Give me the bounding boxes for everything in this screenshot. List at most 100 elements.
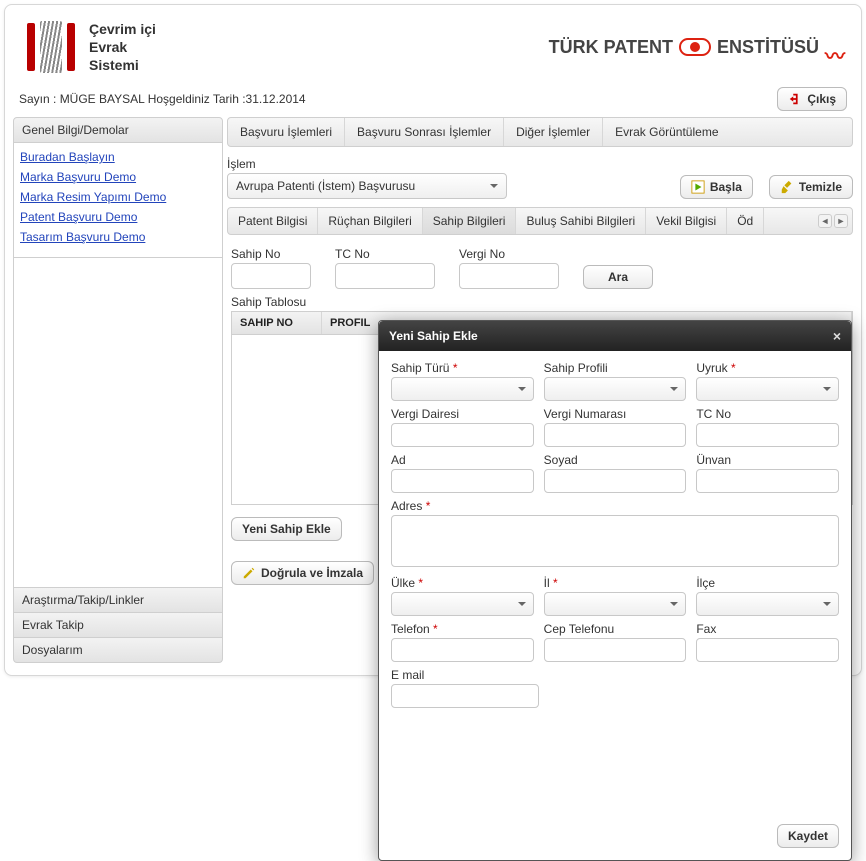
user-bar: Sayın : MÜGE BAYSAL Hoşgeldiniz Tarih :3… <box>13 87 853 117</box>
vergi-no-label: Vergi No <box>459 247 559 261</box>
main-toolbar: Başvuru İşlemleri Başvuru Sonrası İşleml… <box>227 117 853 147</box>
uyruk-select[interactable] <box>696 377 839 401</box>
yeni-sahip-ekle-button[interactable]: Yeni Sahip Ekle <box>231 517 342 541</box>
ad-input[interactable] <box>391 469 534 493</box>
tc-no-label: TC No <box>335 247 435 261</box>
email-input[interactable] <box>391 684 539 708</box>
sidebar-links: Buradan Başlayın Marka Başvuru Demo Mark… <box>13 143 223 258</box>
logout-button[interactable]: Çıkış <box>777 87 847 111</box>
ulke-label: Ülke * <box>391 576 534 590</box>
sidebar-link-start-here[interactable]: Buradan Başlayın <box>20 147 216 167</box>
yeni-sahip-ekle-modal: Yeni Sahip Ekle × Sahip Türü * Sahip Pro… <box>378 320 852 861</box>
kaydet-button[interactable]: Kaydet <box>777 824 839 848</box>
ad-label: Ad <box>391 453 534 467</box>
ara-button[interactable]: Ara <box>583 265 653 289</box>
tabs-scroll-right-icon[interactable]: ► <box>834 214 848 228</box>
tab-sahip-bilgileri[interactable]: Sahip Bilgileri <box>423 208 517 234</box>
sahip-no-input[interactable] <box>231 263 311 289</box>
ilce-select[interactable] <box>696 592 839 616</box>
adres-label: Adres * <box>391 499 839 513</box>
header: Çevrim içi Evrak Sistemi TÜRK PATENT ENS… <box>13 13 853 87</box>
modal-titlebar[interactable]: Yeni Sahip Ekle × <box>379 321 851 351</box>
modal-close-icon[interactable]: × <box>833 328 841 344</box>
vergi-dairesi-label: Vergi Dairesi <box>391 407 534 421</box>
fax-label: Fax <box>696 622 839 636</box>
sidebar-link-marka-resim-demo[interactable]: Marka Resim Yapımı Demo <box>20 187 216 207</box>
ulke-select[interactable] <box>391 592 534 616</box>
sidebar-section-dosyalarim[interactable]: Dosyalarım <box>13 638 223 663</box>
dogrula-imzala-button[interactable]: Doğrula ve İmzala <box>231 561 374 585</box>
tab-bulus-sahibi-bilgileri[interactable]: Buluş Sahibi Bilgileri <box>516 208 646 234</box>
vergi-dairesi-input[interactable] <box>391 423 534 447</box>
unvan-label: Ünvan <box>696 453 839 467</box>
basla-label: Başla <box>710 180 742 194</box>
greeting-text: Sayın : MÜGE BAYSAL Hoşgeldiniz Tarih :3… <box>19 92 306 106</box>
vergi-no-input[interactable] <box>459 263 559 289</box>
tab-vekil-bilgisi[interactable]: Vekil Bilgisi <box>646 208 727 234</box>
email-label: E mail <box>391 668 539 682</box>
yeni-sahip-ekle-label: Yeni Sahip Ekle <box>242 522 331 536</box>
tab-patent-bilgisi[interactable]: Patent Bilgisi <box>228 208 318 234</box>
vergi-numarasi-label: Vergi Numarası <box>544 407 687 421</box>
cep-telefonu-input[interactable] <box>544 638 687 662</box>
basla-button[interactable]: Başla <box>680 175 753 199</box>
il-select[interactable] <box>544 592 687 616</box>
tab-odeme[interactable]: Öd <box>727 208 764 234</box>
fax-input[interactable] <box>696 638 839 662</box>
tabs-nav: ◄ ► <box>814 214 852 228</box>
sidebar-link-marka-demo[interactable]: Marka Başvuru Demo <box>20 167 216 187</box>
toolbar-basvuru-sonrasi[interactable]: Başvuru Sonrası İşlemler <box>345 118 504 146</box>
modal-tc-no-input[interactable] <box>696 423 839 447</box>
ilce-label: İlçe <box>696 576 839 590</box>
telefon-input[interactable] <box>391 638 534 662</box>
toolbar-basvuru-islemleri[interactable]: Başvuru İşlemleri <box>228 118 345 146</box>
brand-right-1: TÜRK PATENT <box>549 37 673 58</box>
sign-icon <box>242 566 256 580</box>
sahip-turu-label: Sahip Türü * <box>391 361 534 375</box>
tabs: Patent Bilgisi Rüçhan Bilgileri Sahip Bi… <box>227 207 853 235</box>
vergi-numarasi-input[interactable] <box>544 423 687 447</box>
sahip-turu-select[interactable] <box>391 377 534 401</box>
modal-body: Sahip Türü * Sahip Profili Uyruk * Vergi… <box>379 351 851 860</box>
cep-telefonu-label: Cep Telefonu <box>544 622 687 636</box>
brand-line-3: Sistemi <box>89 56 156 74</box>
modal-title-text: Yeni Sahip Ekle <box>389 329 478 343</box>
sidebar-link-patent-demo[interactable]: Patent Başvuru Demo <box>20 207 216 227</box>
islem-row: İşlem Avrupa Patenti (İstem) Başvurusu B… <box>227 157 853 199</box>
temizle-label: Temizle <box>799 180 842 194</box>
ces-logo-text: Çevrim içi Evrak Sistemi <box>89 20 156 75</box>
tab-ruchan-bilgileri[interactable]: Rüçhan Bilgileri <box>318 208 422 234</box>
sidebar-spacer <box>13 258 223 588</box>
dogrula-label: Doğrula ve İmzala <box>261 566 363 580</box>
telefon-label: Telefon * <box>391 622 534 636</box>
toolbar-evrak-goruntuleme[interactable]: Evrak Görüntüleme <box>603 118 730 146</box>
tabs-scroll-left-icon[interactable]: ◄ <box>818 214 832 228</box>
toolbar-diger-islemler[interactable]: Diğer İşlemler <box>504 118 603 146</box>
sahip-profili-select[interactable] <box>544 377 687 401</box>
sahip-profili-label: Sahip Profili <box>544 361 687 375</box>
sidebar-section-evrak-takip[interactable]: Evrak Takip <box>13 613 223 638</box>
soyad-input[interactable] <box>544 469 687 493</box>
sidebar-section-general[interactable]: Genel Bilgi/Demolar <box>13 117 223 143</box>
ces-logo-icon <box>21 17 81 77</box>
brand-line-1: Çevrim içi <box>89 20 156 38</box>
islem-select[interactable]: Avrupa Patenti (İstem) Başvurusu <box>227 173 507 199</box>
tc-no-input[interactable] <box>335 263 435 289</box>
soyad-label: Soyad <box>544 453 687 467</box>
islem-label: İşlem <box>227 157 507 171</box>
logout-label: Çıkış <box>807 92 836 106</box>
unvan-input[interactable] <box>696 469 839 493</box>
col-sahip-no: SAHIP NO <box>232 312 322 334</box>
sahip-no-label: Sahip No <box>231 247 311 261</box>
sidebar-section-research[interactable]: Araştırma/Takip/Linkler <box>13 588 223 613</box>
adres-input[interactable] <box>391 515 839 567</box>
temizle-button[interactable]: Temizle <box>769 175 853 199</box>
logo-left: Çevrim içi Evrak Sistemi <box>21 17 156 77</box>
play-icon <box>691 180 705 194</box>
sidebar: Genel Bilgi/Demolar Buradan Başlayın Mar… <box>13 117 223 663</box>
logo-right: TÜRK PATENT ENSTİTÜSÜ 〰 <box>549 37 845 58</box>
uyruk-label: Uyruk * <box>696 361 839 375</box>
sidebar-link-tasarim-demo[interactable]: Tasarım Başvuru Demo <box>20 227 216 247</box>
search-row: Sahip No TC No Vergi No Ara <box>231 247 853 289</box>
islem-selected-value: Avrupa Patenti (İstem) Başvurusu <box>236 179 415 193</box>
